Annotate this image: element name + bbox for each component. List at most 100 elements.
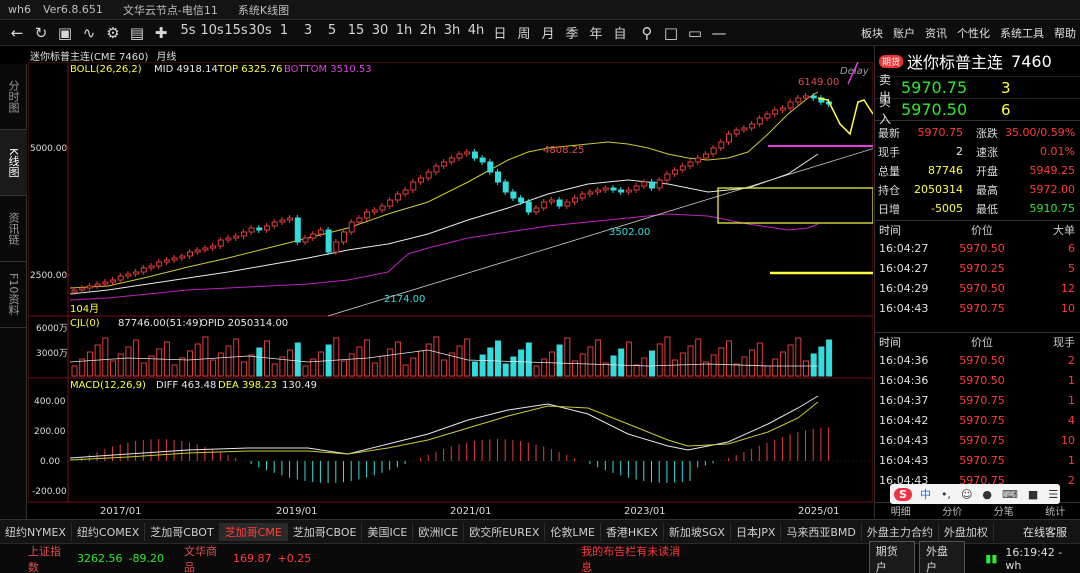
tab-news[interactable]: 资讯链 [0,196,27,262]
toolbar: ← ↻ ▣ ∿ ⚙ ▤ ✚ 5s 10s 15s 30s 1 3 5 15 30 1h 2h 3h 4h… [0,20,1080,46]
foreign-account-button[interactable]: 外盘户 [919,540,966,573]
window-icon[interactable]: ▭ [687,23,703,42]
menu-item-0[interactable]: 板块 [861,27,883,40]
tick-row: 16:04:43 5970.75 1 [875,450,1080,470]
tab-intraday[interactable]: 分时图 [0,64,27,130]
exchange-tab-10[interactable]: 新加坡SGX [664,522,731,541]
period-2[interactable]: 15s [224,23,248,38]
volume-bar [633,364,640,377]
volume-bar [233,338,240,377]
exchange-tab-14[interactable]: 外盘加权 [939,522,994,541]
tab-price-dist[interactable]: 分价 [942,507,963,518]
macd-y-200: 200.00 [34,427,66,437]
menu-item-3[interactable]: 个性化 [957,27,990,40]
period-9[interactable]: 1h [395,23,413,38]
volume-bar [625,341,632,377]
trend-icon[interactable]: ∿ [82,23,96,42]
exchange-tab-4[interactable]: 芝加哥CBOE [288,522,363,541]
period-12[interactable]: 4h [467,23,485,38]
chart-zoom-icon[interactable]: ▤ [129,23,145,42]
fullscreen-icon[interactable]: ▣ [57,23,73,42]
period-0[interactable]: 5s [180,23,196,38]
tab-ticks[interactable]: 分笔 [993,507,1014,518]
period-6[interactable]: 5 [327,23,337,38]
exchange-tab-9[interactable]: 香港HKEX [601,522,664,541]
sell-row[interactable]: 卖出 5970.75 3 [875,73,1080,104]
candle-body [279,219,286,223]
quote-row: 现手 2 速涨 0.01% [875,142,1080,161]
period-selector[interactable]: 月线 [156,51,177,63]
quote-label: 现手 [878,145,900,159]
buy-volume: 6 [1001,100,1011,119]
menu-item-2[interactable]: 资讯 [925,27,947,40]
period-4[interactable]: 1 [279,23,289,38]
candle-body [287,217,294,221]
period-3[interactable]: 30s [248,23,272,38]
candle-body [548,199,555,203]
period-13[interactable]: 日 [493,27,507,42]
period-17[interactable]: 年 [589,27,603,42]
instrument-name: 迷你标普主连 [907,53,1004,72]
tick-volume: 1 [1068,373,1075,387]
period-1[interactable]: 10s [200,23,224,38]
cross-icon[interactable]: ✚ [154,23,168,42]
ime-toolbar[interactable]: S 中 •, ☺ ● ⌨ ■ ☰ [890,484,1060,504]
kline-chart[interactable]: BOLL(26,26,2) MID 4918.14 TOP 6325.76 BO… [28,62,873,518]
delay-label: Delay [840,66,870,77]
exchange-tab-1[interactable]: 纽约COMEX [72,522,146,541]
back-arrow-icon[interactable]: ← [10,23,24,42]
search-icon[interactable]: ⚲ [641,23,653,42]
square-icon[interactable]: □ [663,23,679,42]
period-15[interactable]: 月 [541,27,555,42]
exchange-tab-8[interactable]: 伦敦LME [545,522,601,541]
exchange-tab-2[interactable]: 芝加哥CBOT [145,522,220,541]
period-5[interactable]: 3 [303,23,313,38]
online-service-button[interactable]: 在线客服 [1023,525,1067,539]
minus-icon[interactable]: — [711,23,727,42]
candle-body [726,133,732,143]
period-18[interactable]: 自 [613,27,627,42]
futures-account-button[interactable]: 期货户 [868,540,916,573]
boll-top-line [69,91,819,289]
exchange-tab-0[interactable]: 纽约NYMEX [0,522,72,541]
tick-price: 5970.75 [959,433,1005,447]
app-name: wh6 [8,3,31,16]
tab-stats[interactable]: 统计 [1045,507,1066,518]
volume-bars [71,336,833,377]
exchange-tab-5[interactable]: 美国ICE [362,522,414,541]
buy-row[interactable]: 买入 5970.50 6 [875,95,1080,126]
menu-item-4[interactable]: 系统工具 [1000,27,1044,40]
candle-body [140,267,147,273]
period-7[interactable]: 15 [347,23,365,38]
sogou-icon: S [894,487,912,501]
menu-item-1[interactable]: 账户 [893,27,915,40]
price-pane [28,62,873,317]
candle-body [194,249,201,253]
exchange-tab-12[interactable]: 马来西亚BMD [781,522,862,541]
notice-text[interactable]: 我的布告栏有未读消息 [581,544,681,573]
period-16[interactable]: 季 [565,27,579,42]
sell-volume: 3 [1001,78,1011,97]
quote-value: 5949.25 [1029,164,1076,177]
period-8[interactable]: 30 [371,23,389,38]
refresh-icon[interactable]: ↻ [34,23,48,42]
menu-item-5[interactable]: 帮助 [1054,27,1076,40]
candle-body [718,141,725,149]
period-11[interactable]: 3h [443,23,461,38]
period-14[interactable]: 周 [517,27,531,42]
exchange-tab-3[interactable]: 芝加哥CME [219,522,288,541]
tab-detail[interactable]: 明细 [890,507,911,518]
tab-f10[interactable]: F10资料 [0,262,27,328]
exchange-tab-6[interactable]: 欧洲ICE [413,522,465,541]
ime-lang[interactable]: 中 [919,488,931,501]
exchange-tab-13[interactable]: 外盘主力合约 [862,522,939,541]
exchange-tab-11[interactable]: 日本JPX [731,522,782,541]
candle-body [779,107,786,111]
index1-value: 3262.56 [77,552,123,565]
settings-icon[interactable]: ⚙ [106,23,120,42]
candle-body [117,275,124,281]
tab-kline[interactable]: K线图 [0,130,27,196]
exchange-tab-7[interactable]: 欧交所EUREX [464,522,546,541]
period-10[interactable]: 2h [419,23,437,38]
tick-time: 16:04:27 [879,261,929,275]
